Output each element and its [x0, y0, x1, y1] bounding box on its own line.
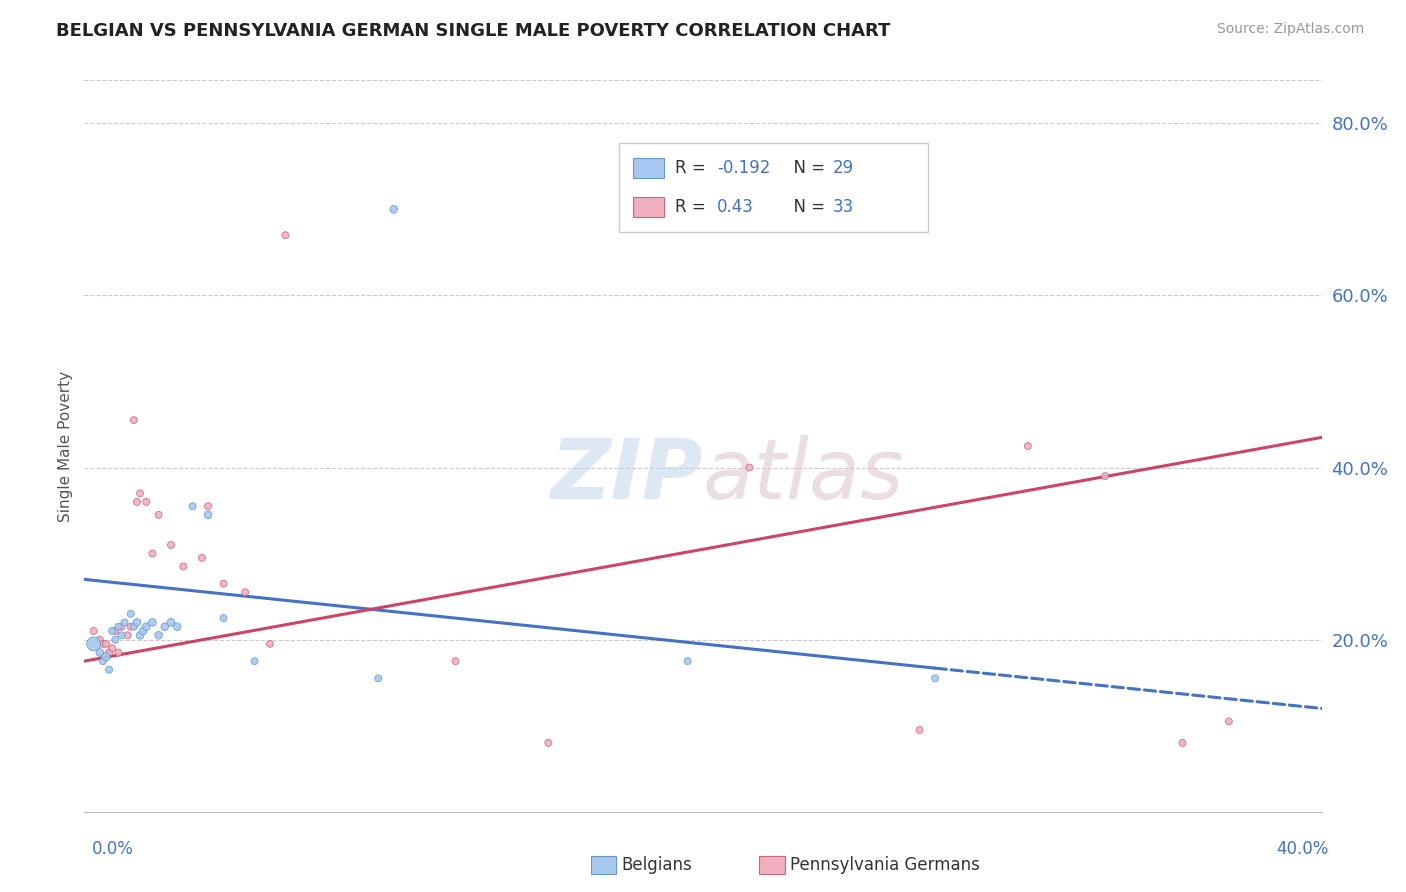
Point: [212, 576, 235, 591]
Point: [1171, 736, 1194, 750]
Text: atlas: atlas: [703, 434, 904, 516]
Text: 0.43: 0.43: [717, 198, 754, 216]
Text: Belgians: Belgians: [621, 856, 692, 874]
Point: [83, 624, 105, 638]
Text: R =: R =: [675, 159, 711, 177]
Text: ZIP: ZIP: [550, 434, 703, 516]
Text: N =: N =: [783, 159, 831, 177]
Point: [107, 646, 129, 660]
Point: [259, 637, 281, 651]
Text: 40.0%: 40.0%: [1277, 840, 1329, 858]
Point: [117, 628, 139, 642]
Point: [120, 620, 142, 634]
Point: [141, 615, 163, 630]
Point: [153, 620, 176, 634]
Point: [122, 413, 145, 427]
Point: [132, 624, 155, 638]
Point: [125, 615, 148, 630]
Point: [91, 637, 114, 651]
Text: BELGIAN VS PENNSYLVANIA GERMAN SINGLE MALE POVERTY CORRELATION CHART: BELGIAN VS PENNSYLVANIA GERMAN SINGLE MA…: [56, 22, 890, 40]
Point: [120, 607, 142, 621]
Point: [676, 654, 699, 668]
Point: [1094, 469, 1116, 483]
Point: [233, 585, 256, 599]
Point: [197, 508, 219, 522]
Text: 0.0%: 0.0%: [91, 840, 134, 858]
Point: [114, 615, 136, 630]
Point: [94, 637, 117, 651]
Point: [141, 547, 163, 561]
Point: [367, 671, 389, 685]
Point: [197, 500, 219, 514]
Point: [101, 641, 124, 656]
Point: [160, 538, 183, 552]
Text: Pennsylvania Germans: Pennsylvania Germans: [790, 856, 980, 874]
Point: [98, 663, 121, 677]
Point: [1218, 714, 1240, 729]
Point: [83, 637, 105, 651]
Point: [243, 654, 266, 668]
Point: [89, 646, 111, 660]
Point: [129, 628, 152, 642]
Text: 29: 29: [832, 159, 853, 177]
Point: [274, 228, 297, 243]
Point: [110, 620, 132, 634]
Point: [160, 615, 183, 630]
Point: [382, 202, 405, 217]
Point: [191, 550, 214, 565]
Point: [125, 495, 148, 509]
Point: [135, 620, 157, 634]
Text: R =: R =: [675, 198, 711, 216]
Point: [129, 486, 152, 500]
Point: [98, 646, 121, 660]
Text: -0.192: -0.192: [717, 159, 770, 177]
Point: [94, 649, 117, 664]
Point: [908, 723, 931, 737]
Point: [101, 624, 124, 638]
Point: [181, 500, 204, 514]
Point: [212, 611, 235, 625]
Point: [91, 654, 114, 668]
Point: [444, 654, 467, 668]
Text: 33: 33: [832, 198, 853, 216]
Point: [537, 736, 560, 750]
Point: [110, 628, 132, 642]
Point: [135, 495, 157, 509]
Point: [104, 624, 127, 638]
Point: [1017, 439, 1039, 453]
Text: N =: N =: [783, 198, 831, 216]
Point: [738, 460, 761, 475]
Point: [107, 620, 129, 634]
Point: [104, 632, 127, 647]
Point: [172, 559, 194, 574]
Point: [148, 628, 170, 642]
Point: [924, 671, 946, 685]
Y-axis label: Single Male Poverty: Single Male Poverty: [58, 370, 73, 522]
Text: Source: ZipAtlas.com: Source: ZipAtlas.com: [1216, 22, 1364, 37]
Point: [89, 632, 111, 647]
Point: [166, 620, 188, 634]
Point: [148, 508, 170, 522]
Point: [122, 620, 145, 634]
